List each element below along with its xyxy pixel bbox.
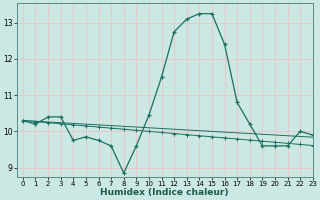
X-axis label: Humidex (Indice chaleur): Humidex (Indice chaleur) xyxy=(100,188,229,197)
